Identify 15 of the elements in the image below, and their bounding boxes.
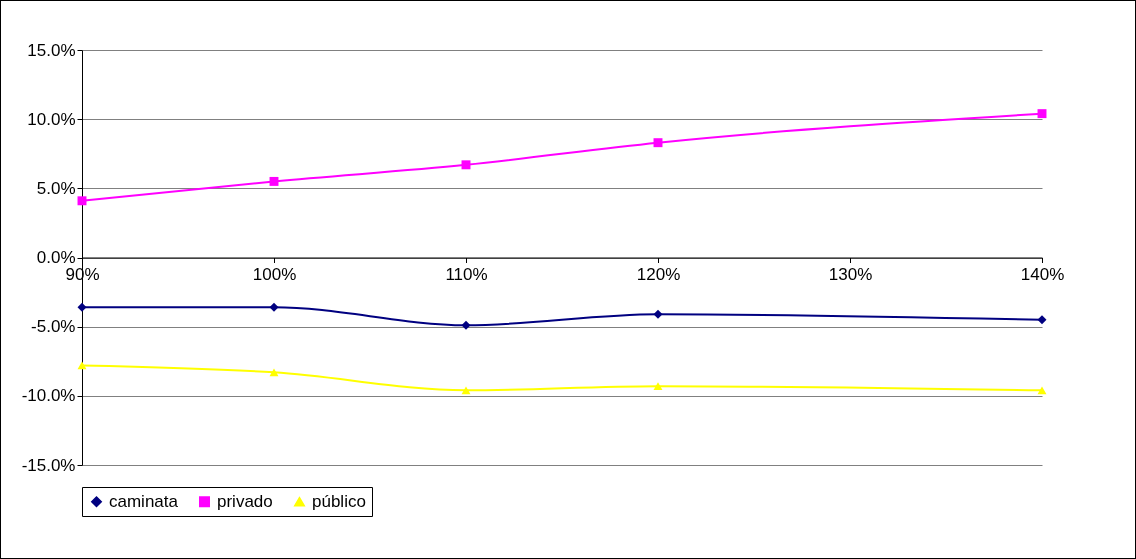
y-tick-label: -15.0%	[21, 455, 76, 475]
x-tick-label: 130%	[828, 265, 873, 284]
y-tick-label: -10.0%	[21, 386, 76, 406]
x-tick-label: 120%	[636, 265, 681, 284]
y-tick-label: -5.0%	[31, 317, 76, 337]
legend-label: caminata	[109, 491, 179, 511]
y-tick-label: 15.0%	[27, 40, 76, 60]
x-tick-label: 110%	[445, 265, 488, 284]
y-tick-label: 0.0%	[36, 248, 76, 267]
legend-label: privado	[217, 491, 273, 511]
x-tick-label: 140%	[1020, 265, 1065, 284]
y-tick-label: 10.0%	[27, 109, 76, 129]
y-tick-label: 5.0%	[36, 178, 76, 198]
legend-label: público	[312, 491, 366, 511]
x-tick-label: 100%	[252, 265, 297, 284]
